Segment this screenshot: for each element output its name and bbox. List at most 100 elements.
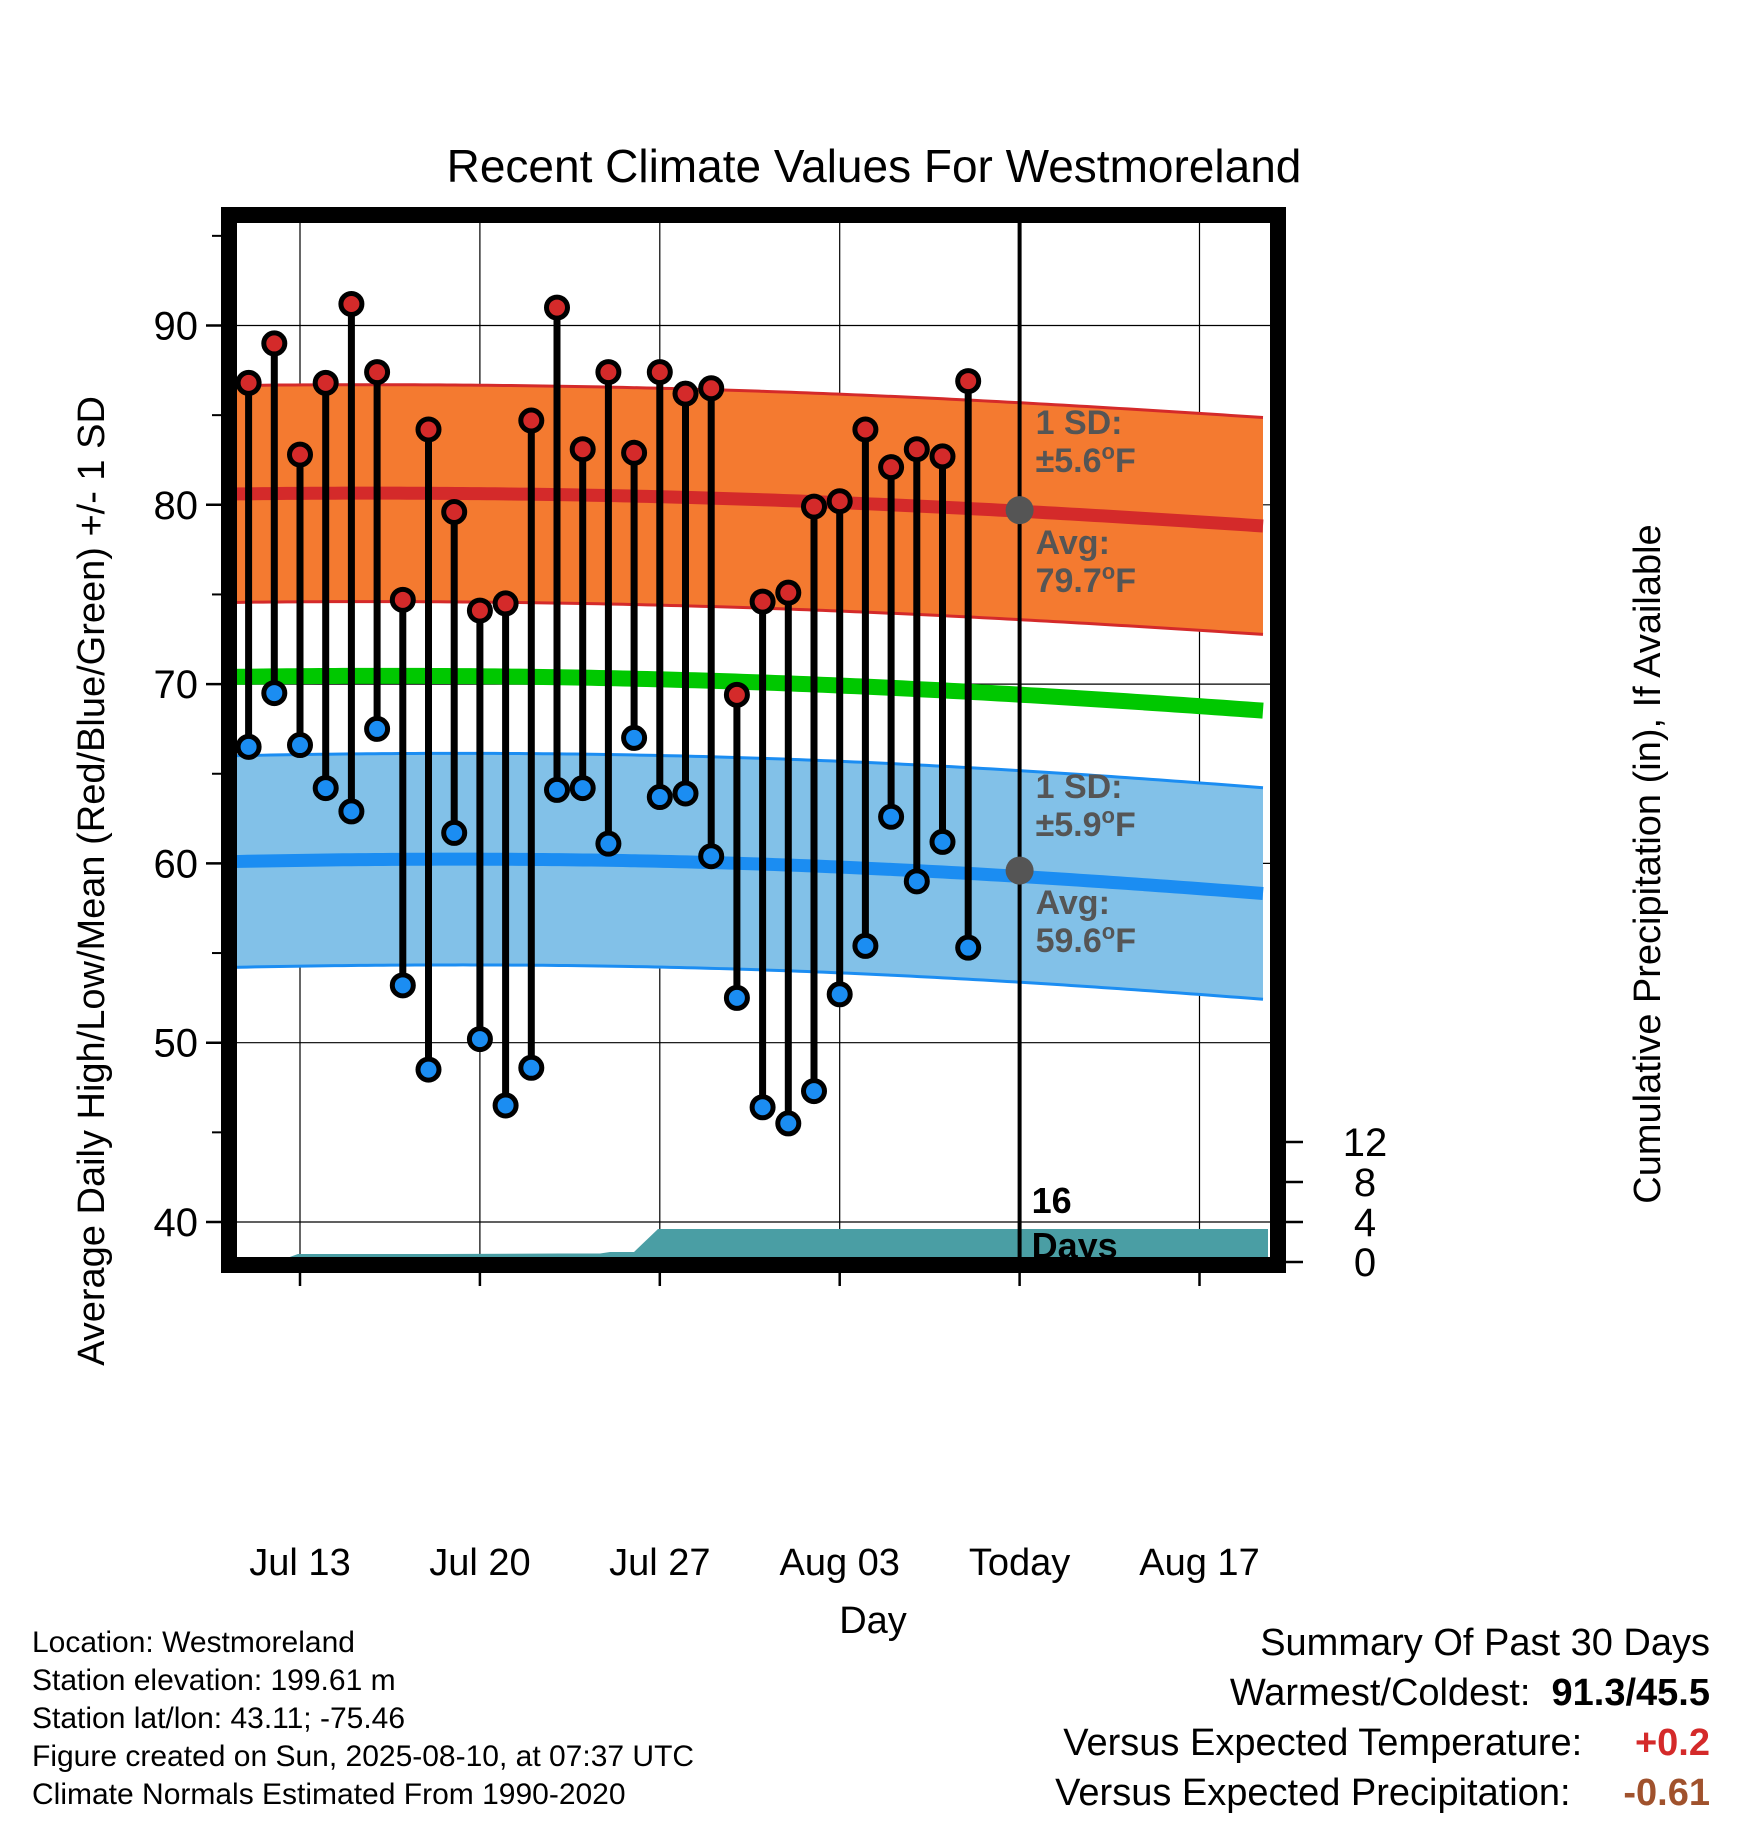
low-point xyxy=(595,830,622,857)
plot-frame xyxy=(221,207,1286,1273)
low-point xyxy=(723,984,750,1011)
high-point xyxy=(261,330,288,357)
low-point xyxy=(801,1078,827,1105)
low-point xyxy=(826,981,853,1008)
low-point xyxy=(749,1094,776,1121)
summary-heading: Summary Of Past 30 Days xyxy=(1260,1622,1710,1664)
high-point xyxy=(723,681,750,708)
precip-area xyxy=(232,1229,1268,1262)
low-point xyxy=(569,775,596,802)
high-avg-value: 79.7oF xyxy=(1036,559,1136,600)
low-point xyxy=(415,1056,442,1083)
high-point xyxy=(852,416,879,443)
high-point xyxy=(621,439,648,466)
high-point xyxy=(569,436,596,463)
high-point xyxy=(389,586,416,613)
low-point xyxy=(518,1054,545,1081)
latlon-text: Station lat/lon: 43.11; -75.46 xyxy=(32,1702,406,1735)
plot-clip-group xyxy=(232,218,1275,1262)
x-tick-label: Jul 27 xyxy=(609,1542,710,1584)
high-point xyxy=(595,359,622,386)
low-avg-value: 59.6oF xyxy=(1036,919,1136,960)
high-point xyxy=(801,493,827,520)
normals-text: Climate Normals Estimated From 1990-2020 xyxy=(32,1778,626,1811)
low-sd-label: 1 SD: xyxy=(1036,768,1123,806)
warmest-label: Warmest/Coldest: xyxy=(1229,1672,1531,1714)
high-normal-line xyxy=(232,486,1264,533)
high-point xyxy=(338,290,365,317)
high-point xyxy=(929,443,956,470)
high-point xyxy=(287,441,313,468)
precip-label: Versus Expected Precipitation: xyxy=(1055,1772,1571,1814)
high-point xyxy=(441,498,468,525)
created-text: Figure created on Sun, 2025-08-10, at 07… xyxy=(32,1740,695,1773)
low-point xyxy=(698,843,725,870)
y-axis-label: Average Daily High/Low/Mean (Red/Blue/Gr… xyxy=(71,396,113,1366)
high-point xyxy=(312,369,339,396)
low-point xyxy=(544,776,570,803)
low-point xyxy=(466,1026,493,1053)
low-point xyxy=(878,803,905,830)
low-point xyxy=(287,732,313,759)
y-tick-label: 60 xyxy=(154,842,199,886)
y-tick-label: 40 xyxy=(154,1201,199,1245)
chart-title: Recent Climate Values For Westmoreland xyxy=(447,140,1302,192)
summary-precip: Versus Expected Precipitation: -0.61 xyxy=(1055,1772,1710,1815)
low-point xyxy=(389,972,416,999)
y-tick-label: 70 xyxy=(154,663,199,707)
x-tick-label: Today xyxy=(969,1542,1070,1584)
low-point xyxy=(235,733,262,760)
location-text: Location: Westmoreland xyxy=(32,1626,355,1659)
high-point xyxy=(646,359,673,386)
y-tick-label: 90 xyxy=(154,305,199,349)
elevation-text: Station elevation: 199.61 m xyxy=(32,1664,396,1697)
high-sd-band xyxy=(232,384,1263,635)
high-point xyxy=(492,590,519,617)
high-sd-value: ±5.6oF xyxy=(1036,439,1136,480)
x-tick-label: Aug 17 xyxy=(1139,1542,1259,1584)
precip-days-number: 16 xyxy=(1032,1180,1072,1221)
low-point xyxy=(775,1110,802,1137)
high-sd-band-upper-edge xyxy=(232,383,1264,420)
low-point xyxy=(338,798,365,825)
x-tick-label: Aug 03 xyxy=(779,1542,899,1584)
high-point xyxy=(518,407,545,434)
today-low-normal-marker xyxy=(1005,856,1034,885)
low-sd-value: ±5.9oF xyxy=(1036,803,1136,844)
high-point xyxy=(466,597,493,624)
high-point xyxy=(878,454,905,481)
high-point xyxy=(235,369,262,396)
low-point xyxy=(929,828,956,855)
low-sd-band xyxy=(232,753,1263,1000)
y2-axis-label: Cumulative Precipitation (in), If Availa… xyxy=(1627,524,1669,1203)
high-point xyxy=(775,579,802,606)
high-sd-label: 1 SD: xyxy=(1036,404,1123,442)
y2-tick-label: 8 xyxy=(1354,1161,1376,1205)
low-point xyxy=(955,934,982,961)
summary-temp: Versus Expected Temperature: +0.2 xyxy=(1063,1722,1710,1765)
y2-tick-label: 4 xyxy=(1354,1201,1376,1245)
high-point xyxy=(749,588,776,615)
high-avg-label: Avg: xyxy=(1036,524,1110,562)
high-point xyxy=(955,368,982,395)
low-point xyxy=(441,819,468,846)
high-point xyxy=(698,375,725,402)
low-avg-label: Avg: xyxy=(1036,884,1110,922)
x-tick-label: Jul 13 xyxy=(249,1542,350,1584)
summary-warmest: Warmest/Coldest: 91.3/45.5 xyxy=(1230,1672,1710,1715)
low-point xyxy=(621,724,648,751)
x-axis-label: Day xyxy=(839,1600,907,1642)
y2-tick-label: 0 xyxy=(1354,1241,1376,1285)
low-point xyxy=(852,932,879,959)
low-point xyxy=(364,715,391,742)
low-point xyxy=(903,868,930,895)
today-high-normal-marker xyxy=(1005,496,1034,525)
low-point xyxy=(672,780,699,807)
low-point xyxy=(492,1092,519,1119)
temp-value: +0.2 xyxy=(1634,1722,1710,1764)
x-tick-label: Jul 20 xyxy=(429,1542,530,1584)
high-point xyxy=(826,488,853,515)
low-point xyxy=(261,680,288,707)
high-point xyxy=(672,380,699,407)
